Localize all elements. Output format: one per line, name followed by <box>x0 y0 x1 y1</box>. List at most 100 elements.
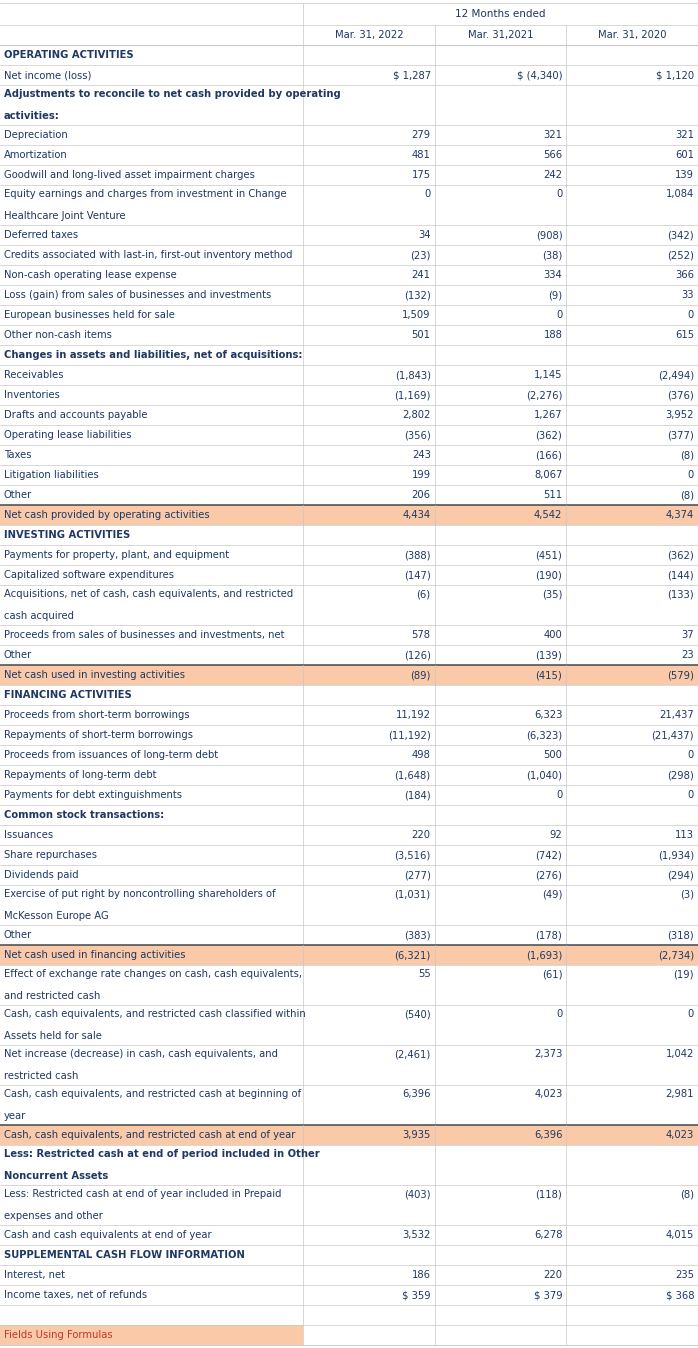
Text: 0: 0 <box>556 189 563 200</box>
Text: 6,323: 6,323 <box>534 710 563 720</box>
Text: (376): (376) <box>667 390 694 400</box>
Text: (1,693): (1,693) <box>526 950 563 960</box>
Text: Less: Restricted cash at end of period included in Other: Less: Restricted cash at end of period i… <box>4 1150 320 1159</box>
Text: (147): (147) <box>404 570 431 580</box>
Text: Repayments of long-term debt: Repayments of long-term debt <box>4 770 156 780</box>
Text: (166): (166) <box>535 450 563 460</box>
Text: Adjustments to reconcile to net cash provided by operating: Adjustments to reconcile to net cash pro… <box>4 89 341 100</box>
Text: Payments for property, plant, and equipment: Payments for property, plant, and equipm… <box>4 550 229 559</box>
Text: Effect of exchange rate changes on cash, cash equivalents,: Effect of exchange rate changes on cash,… <box>4 969 302 979</box>
Text: Inventories: Inventories <box>4 390 60 400</box>
Text: 8,067: 8,067 <box>534 470 563 480</box>
Text: Loss (gain) from sales of businesses and investments: Loss (gain) from sales of businesses and… <box>4 290 272 301</box>
Text: $ 359: $ 359 <box>402 1290 431 1299</box>
Text: (23): (23) <box>410 249 431 260</box>
Text: (294): (294) <box>667 869 694 880</box>
Text: 23: 23 <box>681 650 694 661</box>
Text: SUPPLEMENTAL CASH FLOW INFORMATION: SUPPLEMENTAL CASH FLOW INFORMATION <box>4 1250 245 1260</box>
Text: 0: 0 <box>688 790 694 799</box>
Text: $ 379: $ 379 <box>534 1290 563 1299</box>
Text: (383): (383) <box>404 930 431 940</box>
Text: Other non-cash items: Other non-cash items <box>4 330 112 340</box>
Text: (35): (35) <box>542 589 563 600</box>
Text: 1,145: 1,145 <box>534 369 563 380</box>
Text: Net cash used in investing activities: Net cash used in investing activities <box>4 670 185 679</box>
Text: Changes in assets and liabilities, net of acquisitions:: Changes in assets and liabilities, net o… <box>4 350 302 360</box>
Text: 12 Months ended: 12 Months ended <box>455 9 546 19</box>
Text: Net cash used in financing activities: Net cash used in financing activities <box>4 950 186 960</box>
Text: Mar. 31, 2020: Mar. 31, 2020 <box>598 30 667 40</box>
Text: 511: 511 <box>543 491 563 500</box>
Text: European businesses held for sale: European businesses held for sale <box>4 310 175 319</box>
Text: Net increase (decrease) in cash, cash equivalents, and: Net increase (decrease) in cash, cash eq… <box>4 1049 278 1060</box>
Text: (2,734): (2,734) <box>658 950 694 960</box>
Text: 279: 279 <box>412 129 431 140</box>
Text: $ 368: $ 368 <box>665 1290 694 1299</box>
Text: Amortization: Amortization <box>4 150 68 160</box>
Text: Cash and cash equivalents at end of year: Cash and cash equivalents at end of year <box>4 1229 211 1240</box>
Text: Net cash provided by operating activities: Net cash provided by operating activitie… <box>4 510 209 520</box>
Text: 186: 186 <box>412 1270 431 1281</box>
Text: INVESTING ACTIVITIES: INVESTING ACTIVITIES <box>4 530 131 541</box>
Text: Common stock transactions:: Common stock transactions: <box>4 810 164 820</box>
Text: 498: 498 <box>412 749 431 760</box>
Text: (19): (19) <box>674 969 694 979</box>
Text: 220: 220 <box>412 830 431 840</box>
Text: (6,323): (6,323) <box>526 731 563 740</box>
Text: Proceeds from sales of businesses and investments, net: Proceeds from sales of businesses and in… <box>4 630 285 640</box>
Text: Litigation liabilities: Litigation liabilities <box>4 470 98 480</box>
Text: (2,276): (2,276) <box>526 390 563 400</box>
Text: (8): (8) <box>680 491 694 500</box>
Text: (908): (908) <box>535 231 563 240</box>
Text: activities:: activities: <box>4 111 60 121</box>
Text: 578: 578 <box>412 630 431 640</box>
Text: Operating lease liabilities: Operating lease liabilities <box>4 430 131 439</box>
Text: 3,952: 3,952 <box>665 410 694 421</box>
Text: (184): (184) <box>404 790 431 799</box>
Text: Mar. 31,2021: Mar. 31,2021 <box>468 30 533 40</box>
Text: cash acquired: cash acquired <box>4 611 74 621</box>
Text: (362): (362) <box>667 550 694 559</box>
Text: (6,321): (6,321) <box>394 950 431 960</box>
Text: 235: 235 <box>675 1270 694 1281</box>
Text: 0: 0 <box>424 189 431 200</box>
Text: (540): (540) <box>404 1010 431 1019</box>
Text: (318): (318) <box>667 930 694 940</box>
Text: 220: 220 <box>543 1270 563 1281</box>
Text: (38): (38) <box>542 249 563 260</box>
Text: 2,802: 2,802 <box>402 410 431 421</box>
Text: 566: 566 <box>543 150 563 160</box>
Text: (415): (415) <box>535 670 563 679</box>
Text: (21,437): (21,437) <box>651 731 694 740</box>
Text: (342): (342) <box>667 231 694 240</box>
Text: 6,396: 6,396 <box>402 1089 431 1099</box>
Text: Proceeds from short-term borrowings: Proceeds from short-term borrowings <box>4 710 190 720</box>
Text: 0: 0 <box>556 790 563 799</box>
Text: 0: 0 <box>556 310 563 319</box>
Text: Depreciation: Depreciation <box>4 129 68 140</box>
Text: Assets held for sale: Assets held for sale <box>4 1031 102 1041</box>
Text: 206: 206 <box>412 491 431 500</box>
Text: 6,278: 6,278 <box>534 1229 563 1240</box>
Text: (277): (277) <box>403 869 431 880</box>
Text: (276): (276) <box>535 869 563 880</box>
Text: Proceeds from issuances of long-term debt: Proceeds from issuances of long-term deb… <box>4 749 218 760</box>
Text: 481: 481 <box>412 150 431 160</box>
Text: 0: 0 <box>688 749 694 760</box>
Text: Acquisitions, net of cash, cash equivalents, and restricted: Acquisitions, net of cash, cash equivale… <box>4 589 293 600</box>
Text: 241: 241 <box>412 270 431 280</box>
Text: 3,935: 3,935 <box>402 1130 431 1140</box>
Text: 4,374: 4,374 <box>666 510 694 520</box>
Text: (362): (362) <box>535 430 563 439</box>
Text: (252): (252) <box>667 249 694 260</box>
Text: 243: 243 <box>412 450 431 460</box>
Text: Net income (loss): Net income (loss) <box>4 70 91 80</box>
Text: (144): (144) <box>667 570 694 580</box>
Text: Credits associated with last-in, first-out inventory method: Credits associated with last-in, first-o… <box>4 249 292 260</box>
Text: (1,040): (1,040) <box>526 770 563 780</box>
Text: 400: 400 <box>544 630 563 640</box>
Text: (133): (133) <box>667 589 694 600</box>
Text: (388): (388) <box>404 550 431 559</box>
Text: (89): (89) <box>410 670 431 679</box>
Text: (579): (579) <box>667 670 694 679</box>
